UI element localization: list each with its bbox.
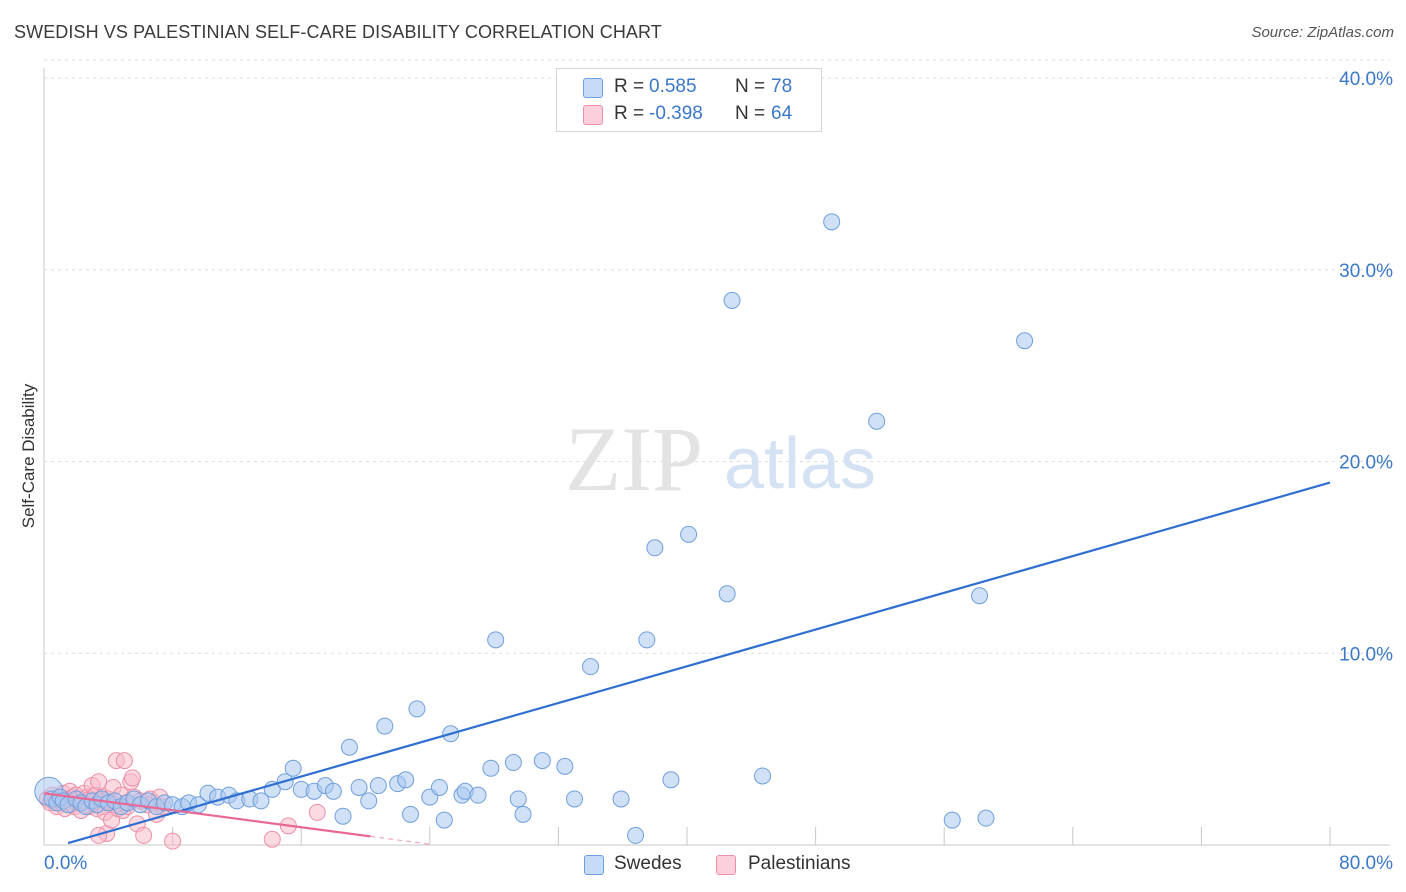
swedes-point [646, 539, 664, 557]
n-label: N = [735, 76, 766, 97]
swedes-n-value: 78 [771, 76, 793, 97]
watermark-atlas: atlas [724, 424, 876, 504]
swedes-point [482, 759, 500, 777]
swedes-point [556, 757, 574, 775]
swedes-point [369, 777, 387, 795]
swedes-point [376, 717, 394, 735]
swedes-point [334, 807, 352, 825]
swedes-swatch [583, 78, 603, 98]
correlation-legend: R = 0.585 N = 78 R = -0.398 N = 64 [556, 68, 822, 132]
swedes-point [350, 778, 368, 796]
watermark: ZIP atlas [565, 408, 876, 510]
legend-row-palestinians: R = -0.398 N = 64 [557, 100, 821, 128]
swedes-point [533, 752, 551, 770]
swedes-point [469, 786, 487, 804]
swedes-point [487, 631, 505, 649]
swedes-point [284, 759, 302, 777]
swedes-point [402, 805, 420, 823]
palestinians-point [263, 830, 281, 848]
palestinians-point [164, 832, 182, 850]
palestinians-point [115, 752, 133, 770]
swedes-point [680, 525, 698, 543]
swedes-point [718, 585, 736, 603]
swedes-point [408, 700, 426, 718]
swedes-point [723, 291, 741, 309]
swedes-point [397, 771, 415, 789]
watermark-zip: ZIP [565, 408, 703, 510]
source-label: Source: ZipAtlas.com [1251, 24, 1394, 41]
palestinians-point [135, 826, 153, 844]
swedes-point [430, 778, 448, 796]
palestinians-point [90, 773, 108, 791]
swedes-point [514, 805, 532, 823]
palestinians-swatch [583, 105, 603, 125]
trend-lines [43, 481, 1331, 845]
swedes-point [638, 631, 656, 649]
palestinians-point [123, 769, 141, 787]
palestinians-r-value: -0.398 [649, 103, 703, 124]
swedes-point [360, 792, 378, 810]
swedes-point [582, 658, 600, 676]
palestinians-legend-label: Palestinians [748, 853, 851, 874]
series-legend: Swedes Palestinians [0, 852, 1406, 878]
swedes-point [612, 790, 630, 808]
swedes-point [1016, 332, 1034, 350]
y-tick-label: 10.0% [1339, 644, 1393, 665]
x-tick-label: 0.0% [44, 853, 87, 874]
tick-labels: 10.0% 20.0% 30.0% 40.0% 0.0% 80.0% [44, 69, 1393, 874]
swedes-point [971, 587, 989, 605]
swedes-point [943, 811, 961, 829]
swedes-point [662, 771, 680, 789]
chart-title: SWEDISH VS PALESTINIAN SELF-CARE DISABIL… [14, 22, 662, 42]
swedes-point [977, 809, 995, 827]
swedes-point [252, 792, 270, 810]
legend-row-swedes: R = 0.585 N = 78 [557, 73, 821, 101]
y-axis-label: Self-Care Disability [19, 383, 38, 528]
swedes-point [823, 213, 841, 231]
swedes-point [504, 754, 522, 772]
palestinians-trend-extension [370, 835, 430, 845]
swedes-point [435, 811, 453, 829]
r-label: R = [614, 103, 645, 124]
swedes-point [324, 782, 342, 800]
y-tick-label: 40.0% [1339, 69, 1393, 90]
swedes-point [754, 767, 772, 785]
n-label: N = [735, 103, 766, 124]
swedes-point [340, 738, 358, 756]
swedes-points [34, 213, 1034, 844]
palestinians-trend-line [43, 792, 371, 838]
swedes-r-value: 0.585 [649, 76, 697, 97]
palestinians-n-value: 64 [771, 103, 793, 124]
y-tick-label: 30.0% [1339, 261, 1393, 282]
r-label: R = [614, 76, 645, 97]
palestinians-point [308, 803, 326, 821]
swedes-point [509, 790, 527, 808]
swedes-point [565, 790, 583, 808]
x-tick-label: 80.0% [1339, 853, 1393, 874]
swedes-legend-swatch [584, 855, 604, 875]
palestinians-legend-swatch [716, 855, 736, 875]
y-tick-label: 20.0% [1339, 453, 1393, 474]
axes [43, 68, 1390, 846]
swedes-legend-label: Swedes [614, 853, 682, 874]
swedes-trend-line [67, 481, 1331, 845]
swedes-point [868, 412, 886, 430]
grid-lines [44, 59, 1390, 654]
swedes-point [627, 826, 645, 844]
